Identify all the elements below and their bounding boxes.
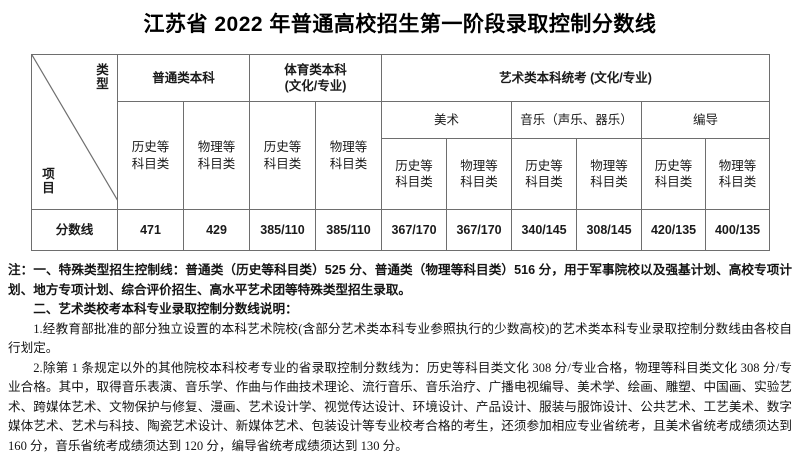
- subject-directing-history: 历史等 科目类: [641, 138, 707, 210]
- group-header-art: 艺术类本科统考 (文化/专业): [381, 54, 771, 102]
- score-fine-arts-physics: 367/170: [446, 209, 513, 251]
- subject-line-2: 科目类: [263, 156, 302, 171]
- score-music-physics: 308/145: [576, 209, 643, 251]
- score-general-physics: 429: [182, 209, 251, 251]
- subject-sports-physics: 物理等 科目类: [315, 101, 383, 210]
- subject-sports-history: 历史等 科目类: [249, 101, 317, 210]
- score-general-history: 471: [117, 209, 184, 251]
- subject-directing-physics: 物理等 科目类: [705, 138, 771, 210]
- subject-line-1: 物理等: [197, 140, 236, 154]
- subject-line-1: 历史等: [131, 140, 170, 154]
- score-sports-physics: 385/110: [315, 209, 383, 251]
- subject-line-1: 物理等: [460, 158, 498, 173]
- art-subgroup-music: 音乐（声乐、器乐）: [511, 101, 643, 139]
- score-directing-history: 420/135: [641, 209, 707, 251]
- score-directing-physics: 400/135: [705, 209, 771, 251]
- subject-line-2: 科目类: [197, 156, 236, 171]
- score-sports-history: 385/110: [249, 209, 317, 251]
- table-header-row-groups: 类型 项目 普通类本科 体育类本科 (文化/专业) 艺术类本科统考 (文化/专业…: [31, 54, 771, 210]
- subject-line-2: 科目类: [590, 175, 628, 189]
- table-header-row-subgroups: 历史等 科目类 物理等 科目类 历史等 科目类 物理等 科目类 美术 音乐（声乐…: [32, 101, 771, 210]
- subject-line-1: 历史等: [654, 158, 693, 173]
- group-header-sports-line2: (文化/专业): [284, 79, 347, 93]
- corner-item-label: 项目: [42, 167, 55, 195]
- row-label-score-line: 分数线: [31, 209, 118, 251]
- subject-music-physics: 物理等 科目类: [576, 138, 643, 210]
- group-header-general: 普通类本科: [116, 54, 251, 102]
- note-art-item-2: 2.除第 1 条规定以外的其他院校本科校考专业的省录取控制分数线为：历史等科目类…: [8, 360, 792, 453]
- art-subgroup-fine-arts: 美术: [381, 101, 513, 139]
- subject-line-1: 物理等: [329, 140, 368, 154]
- subject-line-1: 历史等: [395, 158, 433, 173]
- subject-fine-arts-history: 历史等 科目类: [381, 138, 448, 210]
- art-subgroup-directing: 编导: [641, 101, 771, 139]
- subject-line-2: 科目类: [395, 175, 433, 189]
- subject-music-history: 历史等 科目类: [511, 138, 578, 210]
- subject-line-2: 科目类: [131, 156, 170, 171]
- group-header-sports-line1: 体育类本科: [284, 62, 347, 77]
- corner-type-label: 类型: [96, 63, 109, 91]
- subject-line-1: 历史等: [263, 140, 302, 154]
- subject-line-2: 科目类: [329, 156, 368, 171]
- subject-line-2: 科目类: [460, 175, 498, 189]
- table-header-row-subjects: 历史等 科目类 物理等 科目类 历史等 科目类 物理等 科目类 历史等 科目: [32, 138, 771, 210]
- subject-line-1: 历史等: [525, 158, 563, 173]
- score-fine-arts-history: 367/170: [381, 209, 448, 251]
- subject-line-1: 物理等: [590, 158, 628, 173]
- note-art-item-1: 1.经教育部批准的部分独立设置的本科艺术院校(含部分艺术类本科专业参照执行的少数…: [8, 321, 792, 356]
- subject-general-physics: 物理等 科目类: [182, 101, 251, 210]
- subject-general-history: 历史等 科目类: [117, 101, 184, 210]
- admission-score-table: 类型 项目 普通类本科 体育类本科 (文化/专业) 艺术类本科统考 (文化/专业…: [31, 54, 771, 251]
- note-special-admission-line: 注：一、特殊类型招生控制线：普通类（历史等科目类）525 分、普通类（物理等科目…: [8, 263, 792, 297]
- subject-line-2: 科目类: [525, 175, 563, 189]
- subject-line-2: 科目类: [718, 175, 757, 189]
- page-title: 江苏省 2022 年普通高校招生第一阶段录取控制分数线: [143, 13, 657, 36]
- note-art-exam-heading: 二、艺术类校考本科专业录取控制分数线说明：: [33, 302, 298, 317]
- notes-section: 注：一、特殊类型招生控制线：普通类（历史等科目类）525 分、普通类（物理等科目…: [8, 261, 792, 456]
- group-header-sports: 体育类本科 (文化/专业): [249, 54, 383, 102]
- diagonal-divider-icon: [32, 55, 118, 201]
- corner-diagonal-cell: 类型 项目: [31, 54, 118, 210]
- table-row: 分数线 471 429 385/110 385/110 367/170 367/…: [31, 209, 771, 251]
- score-table-container: 类型 项目 普通类本科 体育类本科 (文化/专业) 艺术类本科统考 (文化/专业…: [31, 54, 771, 251]
- score-music-history: 340/145: [511, 209, 578, 251]
- subject-line-2: 科目类: [654, 175, 693, 189]
- subject-line-1: 物理等: [718, 158, 757, 173]
- subject-fine-arts-physics: 物理等 科目类: [446, 138, 513, 210]
